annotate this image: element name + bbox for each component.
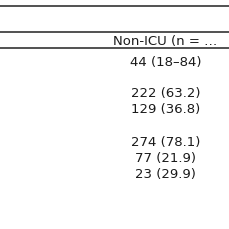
Text: 23 (29.9): 23 (29.9) xyxy=(135,168,195,180)
Text: 222 (63.2): 222 (63.2) xyxy=(130,86,199,99)
Text: 77 (21.9): 77 (21.9) xyxy=(134,152,195,164)
Text: 129 (36.8): 129 (36.8) xyxy=(130,102,199,115)
Text: 274 (78.1): 274 (78.1) xyxy=(130,136,199,148)
Text: 44 (18–84): 44 (18–84) xyxy=(129,55,200,68)
Text: Non-ICU (n = …: Non-ICU (n = … xyxy=(113,35,217,48)
